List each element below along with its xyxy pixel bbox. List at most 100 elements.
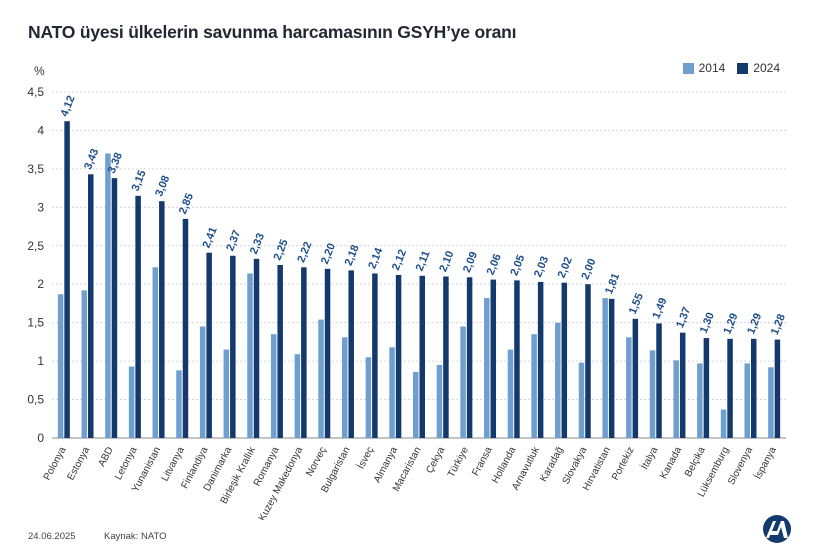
x-category-label: Çekya (424, 445, 447, 476)
bar-chart: 00,511,522,533,544,54,12Polonya3,43Eston… (27, 85, 788, 520)
data-label-2024: 2,22 (295, 240, 314, 264)
bar-2024 (585, 284, 591, 438)
y-tick-label: 1 (37, 354, 44, 368)
data-label-2024: 2,05 (508, 253, 527, 277)
bar-2024 (301, 267, 307, 438)
bar-2024 (656, 323, 662, 438)
bar-2024 (111, 178, 118, 439)
bar-2014 (105, 153, 111, 438)
bar-2024 (372, 273, 378, 438)
bar-2024 (466, 277, 473, 438)
x-category-label: Norveç (304, 445, 329, 478)
legend-item-2024: 2024 (737, 61, 780, 75)
data-label-2024: 2,02 (556, 255, 575, 279)
bar-2024 (206, 252, 212, 438)
bar-2024 (679, 332, 686, 438)
legend-swatch-2024 (737, 62, 749, 74)
data-label-2024: 3,08 (153, 174, 172, 198)
x-category-label: Portekiz (610, 445, 637, 482)
data-label-2024: 1,49 (650, 296, 669, 320)
data-label-2024: 1,29 (721, 312, 740, 336)
y-tick-label: 4 (37, 123, 44, 137)
bar-2014 (365, 357, 372, 438)
bar-2014 (81, 290, 88, 438)
bar-2024 (324, 268, 331, 438)
x-category-label: Türkiye (446, 445, 471, 479)
bar-2014 (223, 349, 230, 438)
data-label-2024: 2,00 (579, 257, 598, 281)
data-label-2024: 2,18 (343, 243, 362, 267)
bar-2014 (768, 367, 774, 438)
bar-2014 (436, 364, 443, 438)
aa-logo-icon (763, 515, 791, 543)
data-label-2024: 2,33 (248, 232, 267, 256)
y-axis-unit: % (34, 64, 45, 78)
y-tick-label: 0 (37, 431, 44, 445)
chart-title: NATO üyesi ülkelerin savunma harcamasını… (28, 22, 517, 42)
bar-2014 (602, 298, 608, 438)
y-tick-label: 3 (37, 200, 44, 214)
x-category-label: ABD (96, 445, 115, 468)
legend-label-2024: 2024 (753, 61, 780, 75)
bar-2014 (318, 319, 324, 438)
bar-2014 (294, 354, 301, 438)
bar-2014 (649, 350, 656, 438)
bar-2024 (703, 338, 710, 438)
x-category-label: İspanya (751, 444, 779, 481)
data-label-2024: 1,55 (627, 292, 646, 316)
data-label-2024: 4,12 (58, 94, 77, 118)
data-label-2024: 1,37 (674, 305, 693, 329)
bar-2014 (57, 294, 64, 438)
footer-source: Kaynak: NATO (104, 531, 167, 542)
y-tick-label: 0,5 (27, 393, 44, 407)
legend: 2014 2024 (677, 61, 780, 75)
bar-2014 (176, 370, 182, 438)
bar-2024 (135, 195, 141, 438)
bar-2024 (182, 218, 189, 438)
bar-2014 (673, 360, 679, 438)
y-tick-label: 1,5 (27, 316, 44, 330)
data-label-2024: 2,03 (532, 255, 551, 279)
bar-2014 (128, 366, 135, 438)
data-label-2024: 3,15 (130, 169, 149, 193)
x-category-label: İsveç (354, 444, 376, 471)
y-tick-label: 2 (37, 277, 44, 291)
data-label-2024: 1,28 (769, 312, 788, 336)
bar-2014 (720, 409, 727, 438)
bar-2024 (537, 281, 544, 438)
bar-2024 (159, 201, 165, 438)
x-category-label: Fransa (470, 445, 495, 478)
y-tick-label: 3,5 (27, 162, 44, 176)
bar-2024 (727, 338, 733, 438)
y-tick-label: 2,5 (27, 239, 44, 253)
bar-2014 (389, 347, 395, 438)
bar-2024 (277, 265, 283, 438)
legend-swatch-2014 (682, 62, 694, 74)
data-label-2024: 2,06 (485, 252, 504, 276)
bar-2014 (531, 334, 537, 438)
bar-2024 (253, 258, 260, 438)
bar-2014 (270, 334, 277, 438)
y-tick-label: 4,5 (27, 85, 44, 99)
data-label-2024: 2,14 (366, 245, 385, 270)
data-label-2024: 2,12 (390, 248, 409, 272)
bar-2014 (152, 267, 159, 438)
data-label-2024: 2,10 (437, 249, 456, 273)
bar-2024 (88, 174, 94, 438)
bar-2014 (697, 363, 703, 438)
data-label-2024: 2,25 (272, 238, 291, 262)
bar-2014 (341, 337, 348, 438)
bar-2024 (419, 275, 425, 438)
bar-2024 (348, 270, 354, 438)
bar-2024 (608, 298, 615, 438)
bar-2014 (507, 349, 514, 438)
bar-2014 (247, 273, 253, 438)
data-label-2024: 3,43 (82, 147, 101, 171)
bar-2014 (555, 322, 561, 438)
x-category-label: Belçika (683, 445, 708, 479)
x-category-label: Kanada (658, 445, 684, 481)
data-label-2024: 1,81 (603, 272, 622, 296)
legend-item-2014: 2014 (682, 61, 726, 75)
legend-label-2014: 2014 (698, 61, 726, 75)
bar-2024 (443, 276, 449, 438)
